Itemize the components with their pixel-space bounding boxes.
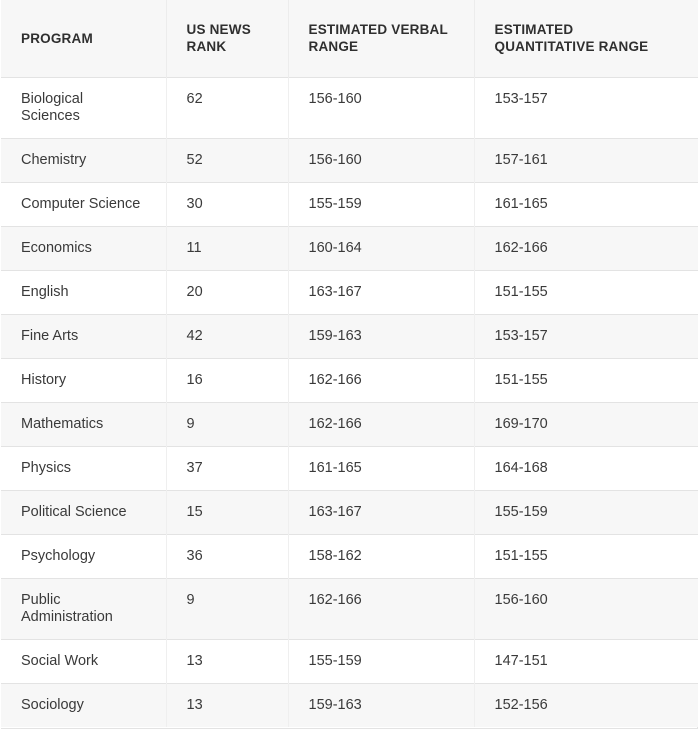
rank-cell: 13	[166, 639, 289, 683]
rank-cell: 20	[166, 270, 289, 314]
table-header: PROGRAM US NEWS RANK ESTIMATED VERBAL RANG…	[1, 0, 698, 77]
quantitative-range-cell: 153-157	[494, 90, 548, 107]
table-row: Biological Sciences 62 156-160 153-157	[1, 77, 698, 138]
table-row: Fine Arts 42 159-163 153-157	[1, 314, 698, 358]
verbal-range-cell: 156-160	[288, 138, 475, 182]
rank-cell: 62	[166, 77, 289, 138]
rank-cell: 9	[166, 578, 289, 639]
quantitative-range-cell: 156-160	[494, 591, 548, 608]
header-us-news-rank: US NEWS RANK	[166, 0, 289, 77]
verbal-range-cell: 159-163	[288, 683, 475, 727]
rank-cell: 13	[166, 683, 289, 727]
rank-cell: 37	[166, 446, 289, 490]
verbal-range-cell: 162-166	[288, 402, 475, 446]
table-row: Mathematics 9 162-166 169-170	[1, 402, 698, 446]
table-row: Physics 37 161-165 164-168	[1, 446, 698, 490]
verbal-range-cell: 156-160	[288, 77, 475, 138]
quantitative-range-cell: 153-157	[494, 327, 548, 344]
quantitative-range-cell: 152-156	[494, 696, 548, 713]
rank-cell: 9	[166, 402, 289, 446]
verbal-range-cell: 162-166	[288, 358, 475, 402]
program-cell: Biological Sciences	[1, 77, 167, 138]
rank-cell: 36	[166, 534, 289, 578]
rank-cell: 15	[166, 490, 289, 534]
program-cell: Psychology	[1, 534, 167, 578]
program-cell: Sociology	[1, 683, 167, 727]
quantitative-range-cell: 162-166	[494, 239, 548, 256]
verbal-range-cell: 163-167	[288, 270, 475, 314]
table-row: Public Administration 9 162-166 156-160	[1, 578, 698, 639]
program-cell: History	[1, 358, 167, 402]
verbal-range-cell: 158-162	[288, 534, 475, 578]
verbal-range-cell: 159-163	[288, 314, 475, 358]
verbal-range-cell: 163-167	[288, 490, 475, 534]
table-row: Chemistry 52 156-160 157-161	[1, 138, 698, 182]
quantitative-range-cell: 147-151	[494, 652, 548, 669]
table-row: English 20 163-167 151-155	[1, 270, 698, 314]
program-cell: Computer Science	[1, 182, 167, 226]
rank-cell: 11	[166, 226, 289, 270]
quantitative-range-cell: 161-165	[494, 195, 548, 212]
table-row: Psychology 36 158-162 151-155	[1, 534, 698, 578]
table-row: History 16 162-166 151-155	[1, 358, 698, 402]
table-row: Political Science 15 163-167 155-159	[1, 490, 698, 534]
header-estimated-quantitative-range: ESTIMATED QUANTITATIVE RANGE	[494, 22, 649, 55]
program-cell: Fine Arts	[1, 314, 167, 358]
quantitative-range-cell: 151-155	[494, 371, 548, 388]
verbal-range-cell: 155-159	[288, 639, 475, 683]
header-row: PROGRAM US NEWS RANK ESTIMATED VERBAL RANG…	[1, 0, 698, 77]
header-program: PROGRAM	[1, 0, 167, 77]
quantitative-range-cell: 151-155	[494, 547, 548, 564]
rank-cell: 30	[166, 182, 289, 226]
program-cell: Political Science	[1, 490, 167, 534]
program-cell: Mathematics	[1, 402, 167, 446]
table-row: Sociology 13 159-163 152-156	[1, 683, 698, 727]
quantitative-range-cell: 169-170	[494, 415, 548, 432]
program-cell: Economics	[1, 226, 167, 270]
table-body: Biological Sciences 62 156-160 153-157 Chemis…	[1, 77, 698, 727]
quantitative-range-cell: 157-161	[494, 151, 548, 168]
quantitative-range-cell: 155-159	[494, 503, 548, 520]
program-cell: Chemistry	[1, 138, 167, 182]
rank-cell: 52	[166, 138, 289, 182]
rank-cell: 16	[166, 358, 289, 402]
program-cell: Physics	[1, 446, 167, 490]
program-cell: Public Administration	[1, 578, 167, 639]
quantitative-range-cell: 151-155	[494, 283, 548, 300]
rank-cell: 42	[166, 314, 289, 358]
table-row: Social Work 13 155-159 147-151	[1, 639, 698, 683]
table-row: Economics 11 160-164 162-166	[1, 226, 698, 270]
table-row: Computer Science 30 155-159 161-165	[1, 182, 698, 226]
header-estimated-verbal-range: ESTIMATED VERBAL RANGE	[288, 0, 475, 77]
verbal-range-cell: 160-164	[288, 226, 475, 270]
program-cell: English	[1, 270, 167, 314]
verbal-range-cell: 162-166	[288, 578, 475, 639]
quantitative-range-cell: 164-168	[494, 459, 548, 476]
verbal-range-cell: 161-165	[288, 446, 475, 490]
program-cell: Social Work	[1, 639, 167, 683]
verbal-range-cell: 155-159	[288, 182, 475, 226]
